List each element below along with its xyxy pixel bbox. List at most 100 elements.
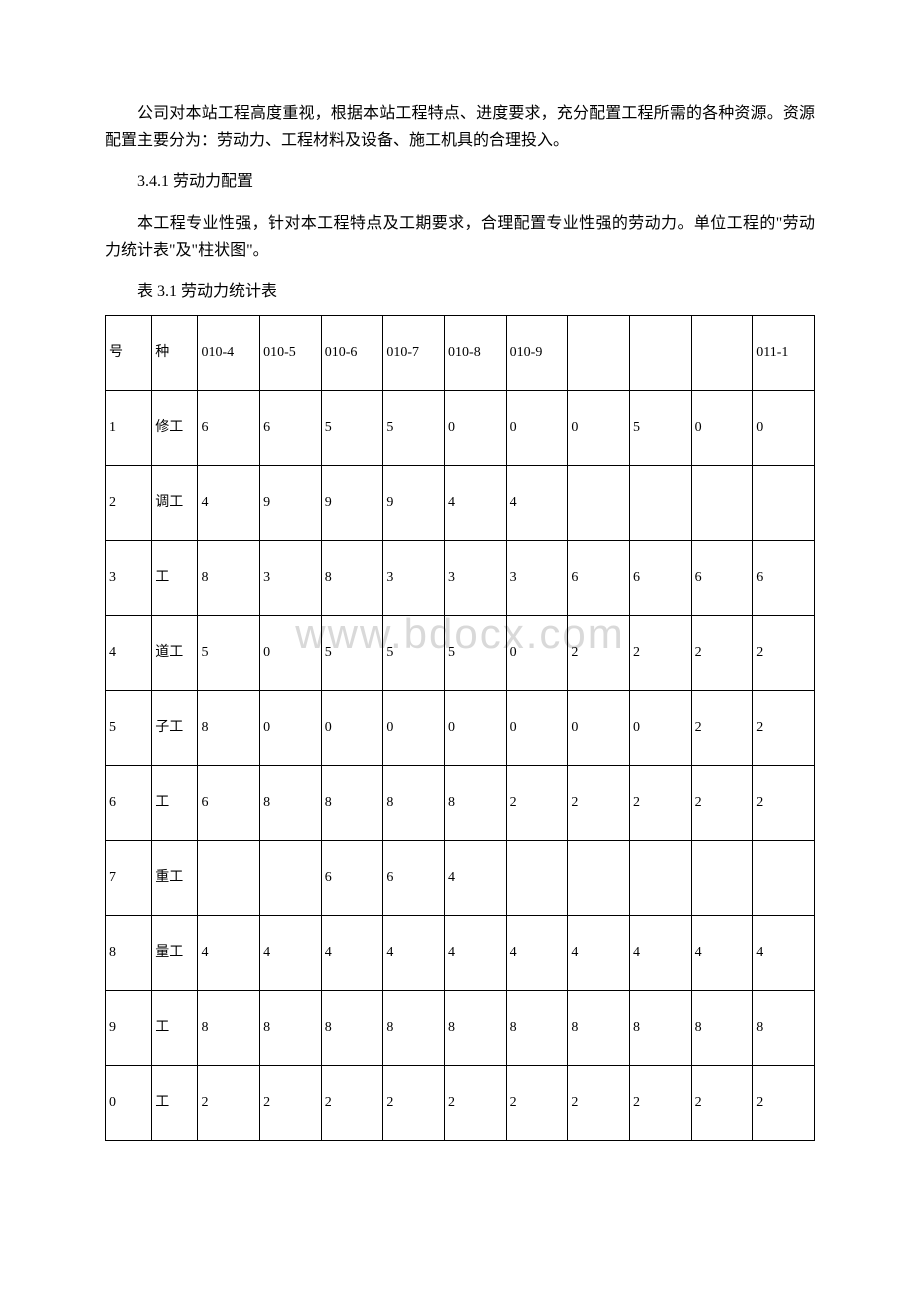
cell-value: 8 [198,541,260,616]
cell-value: 0 [629,691,691,766]
cell-sequence: 5 [106,691,152,766]
cell-value: 2 [629,766,691,841]
cell-sequence: 7 [106,841,152,916]
cell-value: 4 [691,916,753,991]
cell-value: 5 [321,616,383,691]
cell-value: 4 [629,916,691,991]
cell-value: 4 [383,916,445,991]
cell-value: 2 [629,1066,691,1141]
table-row: 5子工8000000022 [106,691,815,766]
cell-value: 9 [260,466,322,541]
cell-value: 8 [691,991,753,1066]
labor-paragraph: 本工程专业性强，针对本工程特点及工期要求，合理配置专业性强的劳动力。单位工程的"… [105,210,815,264]
cell-value: 4 [506,466,568,541]
cell-value: 8 [198,691,260,766]
cell-value: 2 [629,616,691,691]
table-row: 4道工5055502222 [106,616,815,691]
cell-value: 2 [691,766,753,841]
cell-sequence: 3 [106,541,152,616]
table-caption: 表 3.1 劳动力统计表 [105,278,815,305]
cell-value: 4 [445,841,507,916]
cell-value: 2 [753,1066,815,1141]
header-month [691,316,753,391]
cell-sequence: 4 [106,616,152,691]
cell-value: 4 [198,916,260,991]
intro-paragraph: 公司对本站工程高度重视，根据本站工程特点、进度要求，充分配置工程所需的各种资源。… [105,100,815,154]
cell-value [629,841,691,916]
cell-worker-type: 调工 [152,466,198,541]
cell-value: 8 [629,991,691,1066]
cell-value: 2 [568,616,630,691]
cell-worker-type: 修工 [152,391,198,466]
cell-value: 6 [321,841,383,916]
header-month: 010-6 [321,316,383,391]
cell-value: 2 [568,766,630,841]
cell-value: 8 [260,991,322,1066]
cell-value: 8 [198,991,260,1066]
header-month: 010-8 [445,316,507,391]
cell-value: 4 [260,916,322,991]
cell-value: 4 [198,466,260,541]
labor-statistics-table: 号 种 010-4 010-5 010-6 010-7 010-8 010-9 … [105,315,815,1141]
cell-worker-type: 量工 [152,916,198,991]
cell-value: 5 [445,616,507,691]
cell-value [198,841,260,916]
header-month: 010-5 [260,316,322,391]
table-row: 9工8888888888 [106,991,815,1066]
cell-value: 4 [506,916,568,991]
table-body: 1修工66550005002调工4999443工83833366664道工505… [106,391,815,1141]
cell-value: 4 [445,466,507,541]
cell-value: 4 [321,916,383,991]
cell-value: 0 [506,616,568,691]
cell-value: 2 [383,1066,445,1141]
cell-value: 5 [629,391,691,466]
cell-value: 0 [260,616,322,691]
header-month: 011-1 [753,316,815,391]
cell-value: 0 [445,691,507,766]
cell-value [753,466,815,541]
header-month: 010-9 [506,316,568,391]
cell-value [568,841,630,916]
cell-value: 0 [753,391,815,466]
cell-worker-type: 工 [152,766,198,841]
cell-value: 8 [445,991,507,1066]
table-row: 7重工664 [106,841,815,916]
cell-value: 9 [383,466,445,541]
cell-value: 2 [691,1066,753,1141]
cell-value [753,841,815,916]
cell-value: 8 [568,991,630,1066]
cell-value: 2 [753,616,815,691]
cell-value: 2 [753,691,815,766]
cell-value [568,466,630,541]
cell-value [691,466,753,541]
cell-value: 5 [383,391,445,466]
cell-value: 2 [506,766,568,841]
cell-value: 2 [753,766,815,841]
cell-worker-type: 道工 [152,616,198,691]
cell-value: 8 [321,541,383,616]
cell-value: 6 [691,541,753,616]
cell-value: 0 [691,391,753,466]
cell-value: 9 [321,466,383,541]
header-month [568,316,630,391]
cell-value: 0 [383,691,445,766]
cell-value: 0 [568,391,630,466]
table-header-row: 号 种 010-4 010-5 010-6 010-7 010-8 010-9 … [106,316,815,391]
cell-value: 2 [691,691,753,766]
cell-value: 8 [383,991,445,1066]
cell-value: 3 [506,541,568,616]
cell-sequence: 1 [106,391,152,466]
cell-value: 2 [445,1066,507,1141]
cell-value: 6 [753,541,815,616]
cell-worker-type: 工 [152,541,198,616]
cell-value: 0 [506,391,568,466]
cell-value: 0 [445,391,507,466]
cell-value: 8 [260,766,322,841]
cell-value: 0 [568,691,630,766]
header-month [629,316,691,391]
cell-value: 4 [568,916,630,991]
cell-value: 6 [260,391,322,466]
header-seq: 号 [106,316,152,391]
header-month: 010-4 [198,316,260,391]
cell-value: 4 [445,916,507,991]
